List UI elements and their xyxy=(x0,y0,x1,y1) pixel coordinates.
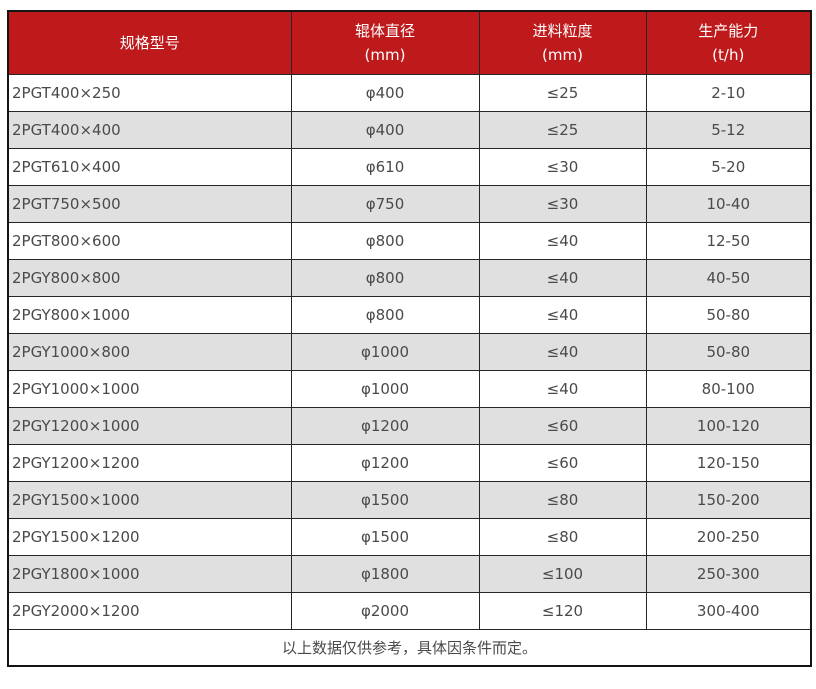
cell-capacity: 10-40 xyxy=(645,185,812,223)
header-cell-model: 规格型号 xyxy=(7,10,292,75)
header-label: 辊体直径 xyxy=(354,22,415,40)
header-unit: (t/h) xyxy=(712,46,745,64)
cell-model: 2PGY1800×1000 xyxy=(7,555,292,593)
cell-capacity: 50-80 xyxy=(645,296,812,334)
table-row: 2PGY800×800 φ800 ≤40 40-50 xyxy=(7,259,812,297)
cell-capacity: 120-150 xyxy=(645,444,812,482)
spec-table-body: 2PGT400×250 φ400 ≤25 2-10 2PGT400×400 φ400 ≤25… xyxy=(7,74,812,630)
cell-capacity: 100-120 xyxy=(645,407,812,445)
cell-feed-size: ≤80 xyxy=(478,481,647,519)
header-cell-roller-diameter: 辊体直径 (mm) xyxy=(290,10,480,75)
header-label: 规格型号 xyxy=(119,34,180,52)
cell-roller-diameter: φ1500 xyxy=(290,481,480,519)
cell-capacity: 250-300 xyxy=(645,555,812,593)
cell-model: 2PGT400×400 xyxy=(7,111,292,149)
table-row: 2PGT800×600 φ800 ≤40 12-50 xyxy=(7,222,812,260)
cell-roller-diameter: φ610 xyxy=(290,148,480,186)
cell-capacity: 150-200 xyxy=(645,481,812,519)
cell-model: 2PGY1000×1000 xyxy=(7,370,292,408)
cell-capacity: 50-80 xyxy=(645,333,812,371)
header-cell-feed-size: 进料粒度 (mm) xyxy=(478,10,647,75)
header-label: 进料粒度 xyxy=(532,22,593,40)
cell-roller-diameter: φ1000 xyxy=(290,370,480,408)
header-row: 规格型号 辊体直径 (mm) 进料粒度 (mm) 生产能力 (t/h) xyxy=(7,10,812,75)
cell-model: 2PGY800×1000 xyxy=(7,296,292,334)
table-row: 2PGY2000×1200 φ2000 ≤120 300-400 xyxy=(7,592,812,630)
table-row: 2PGY1200×1200 φ1200 ≤60 120-150 xyxy=(7,444,812,482)
spec-table-head: 规格型号 辊体直径 (mm) 进料粒度 (mm) 生产能力 (t/h) xyxy=(7,10,812,75)
cell-feed-size: ≤40 xyxy=(478,222,647,260)
cell-capacity: 5-20 xyxy=(645,148,812,186)
cell-feed-size: ≤40 xyxy=(478,296,647,334)
table-row: 2PGY800×1000 φ800 ≤40 50-80 xyxy=(7,296,812,334)
cell-capacity: 80-100 xyxy=(645,370,812,408)
cell-feed-size: ≤25 xyxy=(478,74,647,112)
footnote-text: 以上数据仅供参考，具体因条件而定。 xyxy=(7,629,812,667)
cell-roller-diameter: φ1200 xyxy=(290,444,480,482)
header-cell-capacity: 生产能力 (t/h) xyxy=(645,10,812,75)
cell-model: 2PGY1200×1000 xyxy=(7,407,292,445)
cell-feed-size: ≤80 xyxy=(478,518,647,556)
header-label: 生产能力 xyxy=(698,22,759,40)
cell-roller-diameter: φ1800 xyxy=(290,555,480,593)
table-row: 2PGY1500×1000 φ1500 ≤80 150-200 xyxy=(7,481,812,519)
cell-roller-diameter: φ1200 xyxy=(290,407,480,445)
cell-model: 2PGY1000×800 xyxy=(7,333,292,371)
cell-feed-size: ≤30 xyxy=(478,148,647,186)
footnote-row: 以上数据仅供参考，具体因条件而定。 xyxy=(7,629,812,667)
table-row: 2PGT400×250 φ400 ≤25 2-10 xyxy=(7,74,812,112)
cell-roller-diameter: φ400 xyxy=(290,111,480,149)
cell-roller-diameter: φ400 xyxy=(290,74,480,112)
cell-model: 2PGY1500×1000 xyxy=(7,481,292,519)
cell-capacity: 40-50 xyxy=(645,259,812,297)
table-row: 2PGY1200×1000 φ1200 ≤60 100-120 xyxy=(7,407,812,445)
cell-capacity: 300-400 xyxy=(645,592,812,630)
cell-roller-diameter: φ1000 xyxy=(290,333,480,371)
table-row: 2PGT750×500 φ750 ≤30 10-40 xyxy=(7,185,812,223)
cell-roller-diameter: φ800 xyxy=(290,296,480,334)
cell-capacity: 5-12 xyxy=(645,111,812,149)
cell-model: 2PGT800×600 xyxy=(7,222,292,260)
cell-feed-size: ≤60 xyxy=(478,407,647,445)
table-row: 2PGY1000×1000 φ1000 ≤40 80-100 xyxy=(7,370,812,408)
cell-feed-size: ≤120 xyxy=(478,592,647,630)
cell-capacity: 2-10 xyxy=(645,74,812,112)
cell-feed-size: ≤60 xyxy=(478,444,647,482)
cell-model: 2PGT400×250 xyxy=(7,74,292,112)
cell-feed-size: ≤25 xyxy=(478,111,647,149)
spec-table-foot: 以上数据仅供参考，具体因条件而定。 xyxy=(7,629,812,667)
cell-model: 2PGY2000×1200 xyxy=(7,592,292,630)
cell-feed-size: ≤30 xyxy=(478,185,647,223)
cell-roller-diameter: φ750 xyxy=(290,185,480,223)
table-row: 2PGT610×400 φ610 ≤30 5-20 xyxy=(7,148,812,186)
table-row: 2PGT400×400 φ400 ≤25 5-12 xyxy=(7,111,812,149)
header-unit: (mm) xyxy=(542,46,583,64)
cell-feed-size: ≤40 xyxy=(478,333,647,371)
table-row: 2PGY1500×1200 φ1500 ≤80 200-250 xyxy=(7,518,812,556)
cell-roller-diameter: φ800 xyxy=(290,222,480,260)
cell-model: 2PGT610×400 xyxy=(7,148,292,186)
table-row: 2PGY1000×800 φ1000 ≤40 50-80 xyxy=(7,333,812,371)
cell-model: 2PGY1500×1200 xyxy=(7,518,292,556)
cell-roller-diameter: φ800 xyxy=(290,259,480,297)
table-row: 2PGY1800×1000 φ1800 ≤100 250-300 xyxy=(7,555,812,593)
spec-table: 规格型号 辊体直径 (mm) 进料粒度 (mm) 生产能力 (t/h) xyxy=(7,10,812,667)
cell-model: 2PGT750×500 xyxy=(7,185,292,223)
cell-capacity: 200-250 xyxy=(645,518,812,556)
cell-roller-diameter: φ2000 xyxy=(290,592,480,630)
cell-capacity: 12-50 xyxy=(645,222,812,260)
cell-model: 2PGY800×800 xyxy=(7,259,292,297)
cell-feed-size: ≤40 xyxy=(478,370,647,408)
cell-roller-diameter: φ1500 xyxy=(290,518,480,556)
cell-model: 2PGY1200×1200 xyxy=(7,444,292,482)
spec-table-wrap: 规格型号 辊体直径 (mm) 进料粒度 (mm) 生产能力 (t/h) xyxy=(7,10,812,667)
header-unit: (mm) xyxy=(364,46,406,64)
cell-feed-size: ≤40 xyxy=(478,259,647,297)
cell-feed-size: ≤100 xyxy=(478,555,647,593)
